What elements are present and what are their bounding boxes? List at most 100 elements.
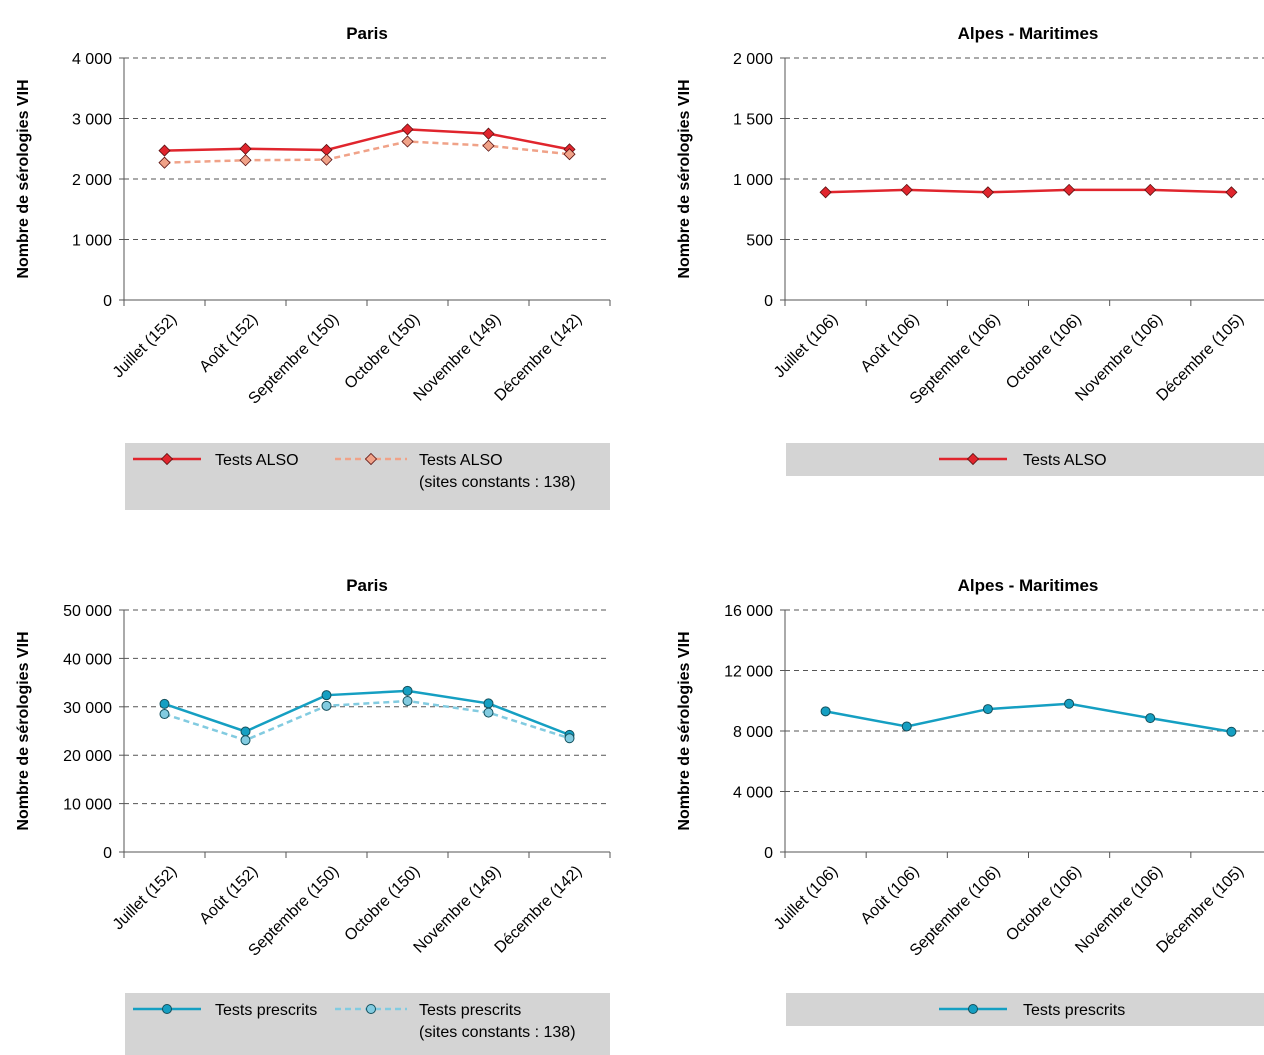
x-tick-label: Septembre (150) (245, 863, 342, 960)
data-point (482, 139, 495, 152)
x-tick-label: Octobre (106) (1003, 311, 1085, 393)
x-tick-label: Octobre (150) (342, 311, 424, 393)
data-point (320, 153, 333, 166)
data-point (239, 142, 252, 155)
chart-title: Alpes - Maritimes (958, 576, 1099, 595)
data-point (1145, 713, 1156, 724)
legend-label-line2: (sites constants : 138) (419, 474, 576, 491)
legend-swatch-marker (968, 1004, 978, 1014)
legend-swatch-marker (966, 452, 980, 466)
x-tick-label: Septembre (106) (907, 311, 1004, 408)
data-point (240, 726, 251, 737)
y-axis-label: Nombre de sérologies VIH (15, 79, 32, 278)
x-tick-label: Décembre (105) (1153, 311, 1247, 405)
y-axis-label: Nombre de sérologies VIH (15, 631, 32, 830)
y-tick-label: 1 000 (72, 233, 112, 250)
y-tick-label: 20 000 (63, 748, 112, 765)
y-tick-label: 0 (103, 845, 112, 862)
data-point (563, 148, 576, 161)
chart-title: Paris (346, 24, 388, 43)
legend-label: Tests ALSO (419, 452, 503, 469)
y-tick-label: 0 (764, 293, 773, 310)
chart-title: Alpes - Maritimes (958, 24, 1099, 43)
data-point (240, 735, 251, 746)
data-point (981, 186, 994, 199)
y-tick-label: 1 500 (733, 112, 773, 129)
data-point (402, 685, 413, 696)
x-tick-label: Juillet (152) (110, 863, 181, 934)
legend-box (125, 443, 610, 510)
data-point (159, 698, 170, 709)
x-tick-label: Août (152) (196, 863, 261, 928)
y-tick-label: 30 000 (63, 700, 112, 717)
legend-swatch-marker (160, 452, 174, 466)
data-point (321, 690, 332, 701)
x-tick-label: Novembre (149) (411, 863, 505, 957)
series-line (825, 188, 1232, 194)
legend-label: Tests ALSO (1023, 452, 1107, 469)
data-point (158, 144, 171, 157)
legend-swatch-marker (364, 452, 378, 466)
data-point (483, 707, 494, 718)
data-point (982, 704, 993, 715)
chart-2: Alpes - Maritimes Nombre de sérologies VI… (676, 24, 1264, 476)
x-tick-label: Août (106) (858, 311, 923, 376)
legend-label: Tests prescrits (1023, 1002, 1125, 1019)
y-tick-label: 16 000 (724, 603, 773, 620)
legend-box (125, 993, 610, 1055)
data-point (900, 183, 913, 196)
series-line (164, 140, 570, 164)
chart-4: Alpes - Maritimes Nombre de sérologies VI… (676, 576, 1264, 1026)
x-tick-label: Décembre (105) (1153, 863, 1247, 957)
x-tick-label: Juillet (106) (771, 863, 842, 934)
y-tick-label: 12 000 (724, 664, 773, 681)
data-point (239, 154, 252, 167)
x-tick-label: Juillet (106) (771, 311, 842, 382)
data-point (1144, 183, 1157, 196)
y-tick-label: 0 (764, 845, 773, 862)
x-tick-label: Décembre (142) (492, 863, 586, 957)
y-tick-label: 2 000 (733, 51, 773, 68)
series-line (164, 689, 570, 737)
data-point (564, 733, 575, 744)
data-point (159, 709, 170, 720)
legend-label: Tests ALSO (215, 452, 299, 469)
x-tick-label: Juillet (152) (110, 311, 181, 382)
legend-swatch-marker (366, 1004, 376, 1014)
data-point (483, 698, 494, 709)
y-tick-label: 3 000 (72, 112, 112, 129)
data-point (1064, 698, 1075, 709)
y-tick-label: 10 000 (63, 797, 112, 814)
data-point (1063, 183, 1076, 196)
data-point (401, 135, 414, 148)
chart-1: Paris Nombre de sérologies VIH 0 1 000 2 000… (15, 24, 611, 510)
x-tick-label: Octobre (150) (342, 863, 424, 945)
y-tick-label: 0 (103, 293, 112, 310)
x-tick-label: Novembre (106) (1072, 863, 1166, 957)
data-point (1225, 186, 1238, 199)
legend-label-line2: (sites constants : 138) (419, 1024, 576, 1041)
x-tick-label: Août (152) (196, 311, 261, 376)
y-tick-label: 8 000 (733, 724, 773, 741)
data-point (401, 123, 414, 136)
series-line (164, 699, 570, 742)
data-point (820, 706, 831, 717)
x-tick-label: Octobre (106) (1003, 863, 1085, 945)
data-point (819, 186, 832, 199)
x-tick-label: Décembre (142) (492, 311, 586, 405)
y-axis-label: Nombre de sérologies VIH (676, 79, 693, 278)
chart-title: Paris (346, 576, 388, 595)
series-line (164, 128, 570, 152)
data-point (158, 156, 171, 169)
y-tick-label: 500 (746, 233, 773, 250)
y-tick-label: 4 000 (733, 785, 773, 802)
legend-box (786, 443, 1264, 476)
y-tick-label: 1 000 (733, 172, 773, 189)
series-line (825, 702, 1232, 733)
legend-label: Tests prescrits (419, 1002, 521, 1019)
data-point (321, 700, 332, 711)
x-tick-label: Novembre (106) (1072, 311, 1166, 405)
y-axis-label: Nombre de sérologies VIH (676, 631, 693, 830)
chart-3: Paris Nombre de sérologies VIH 0 10 000 20 0… (15, 576, 611, 1055)
